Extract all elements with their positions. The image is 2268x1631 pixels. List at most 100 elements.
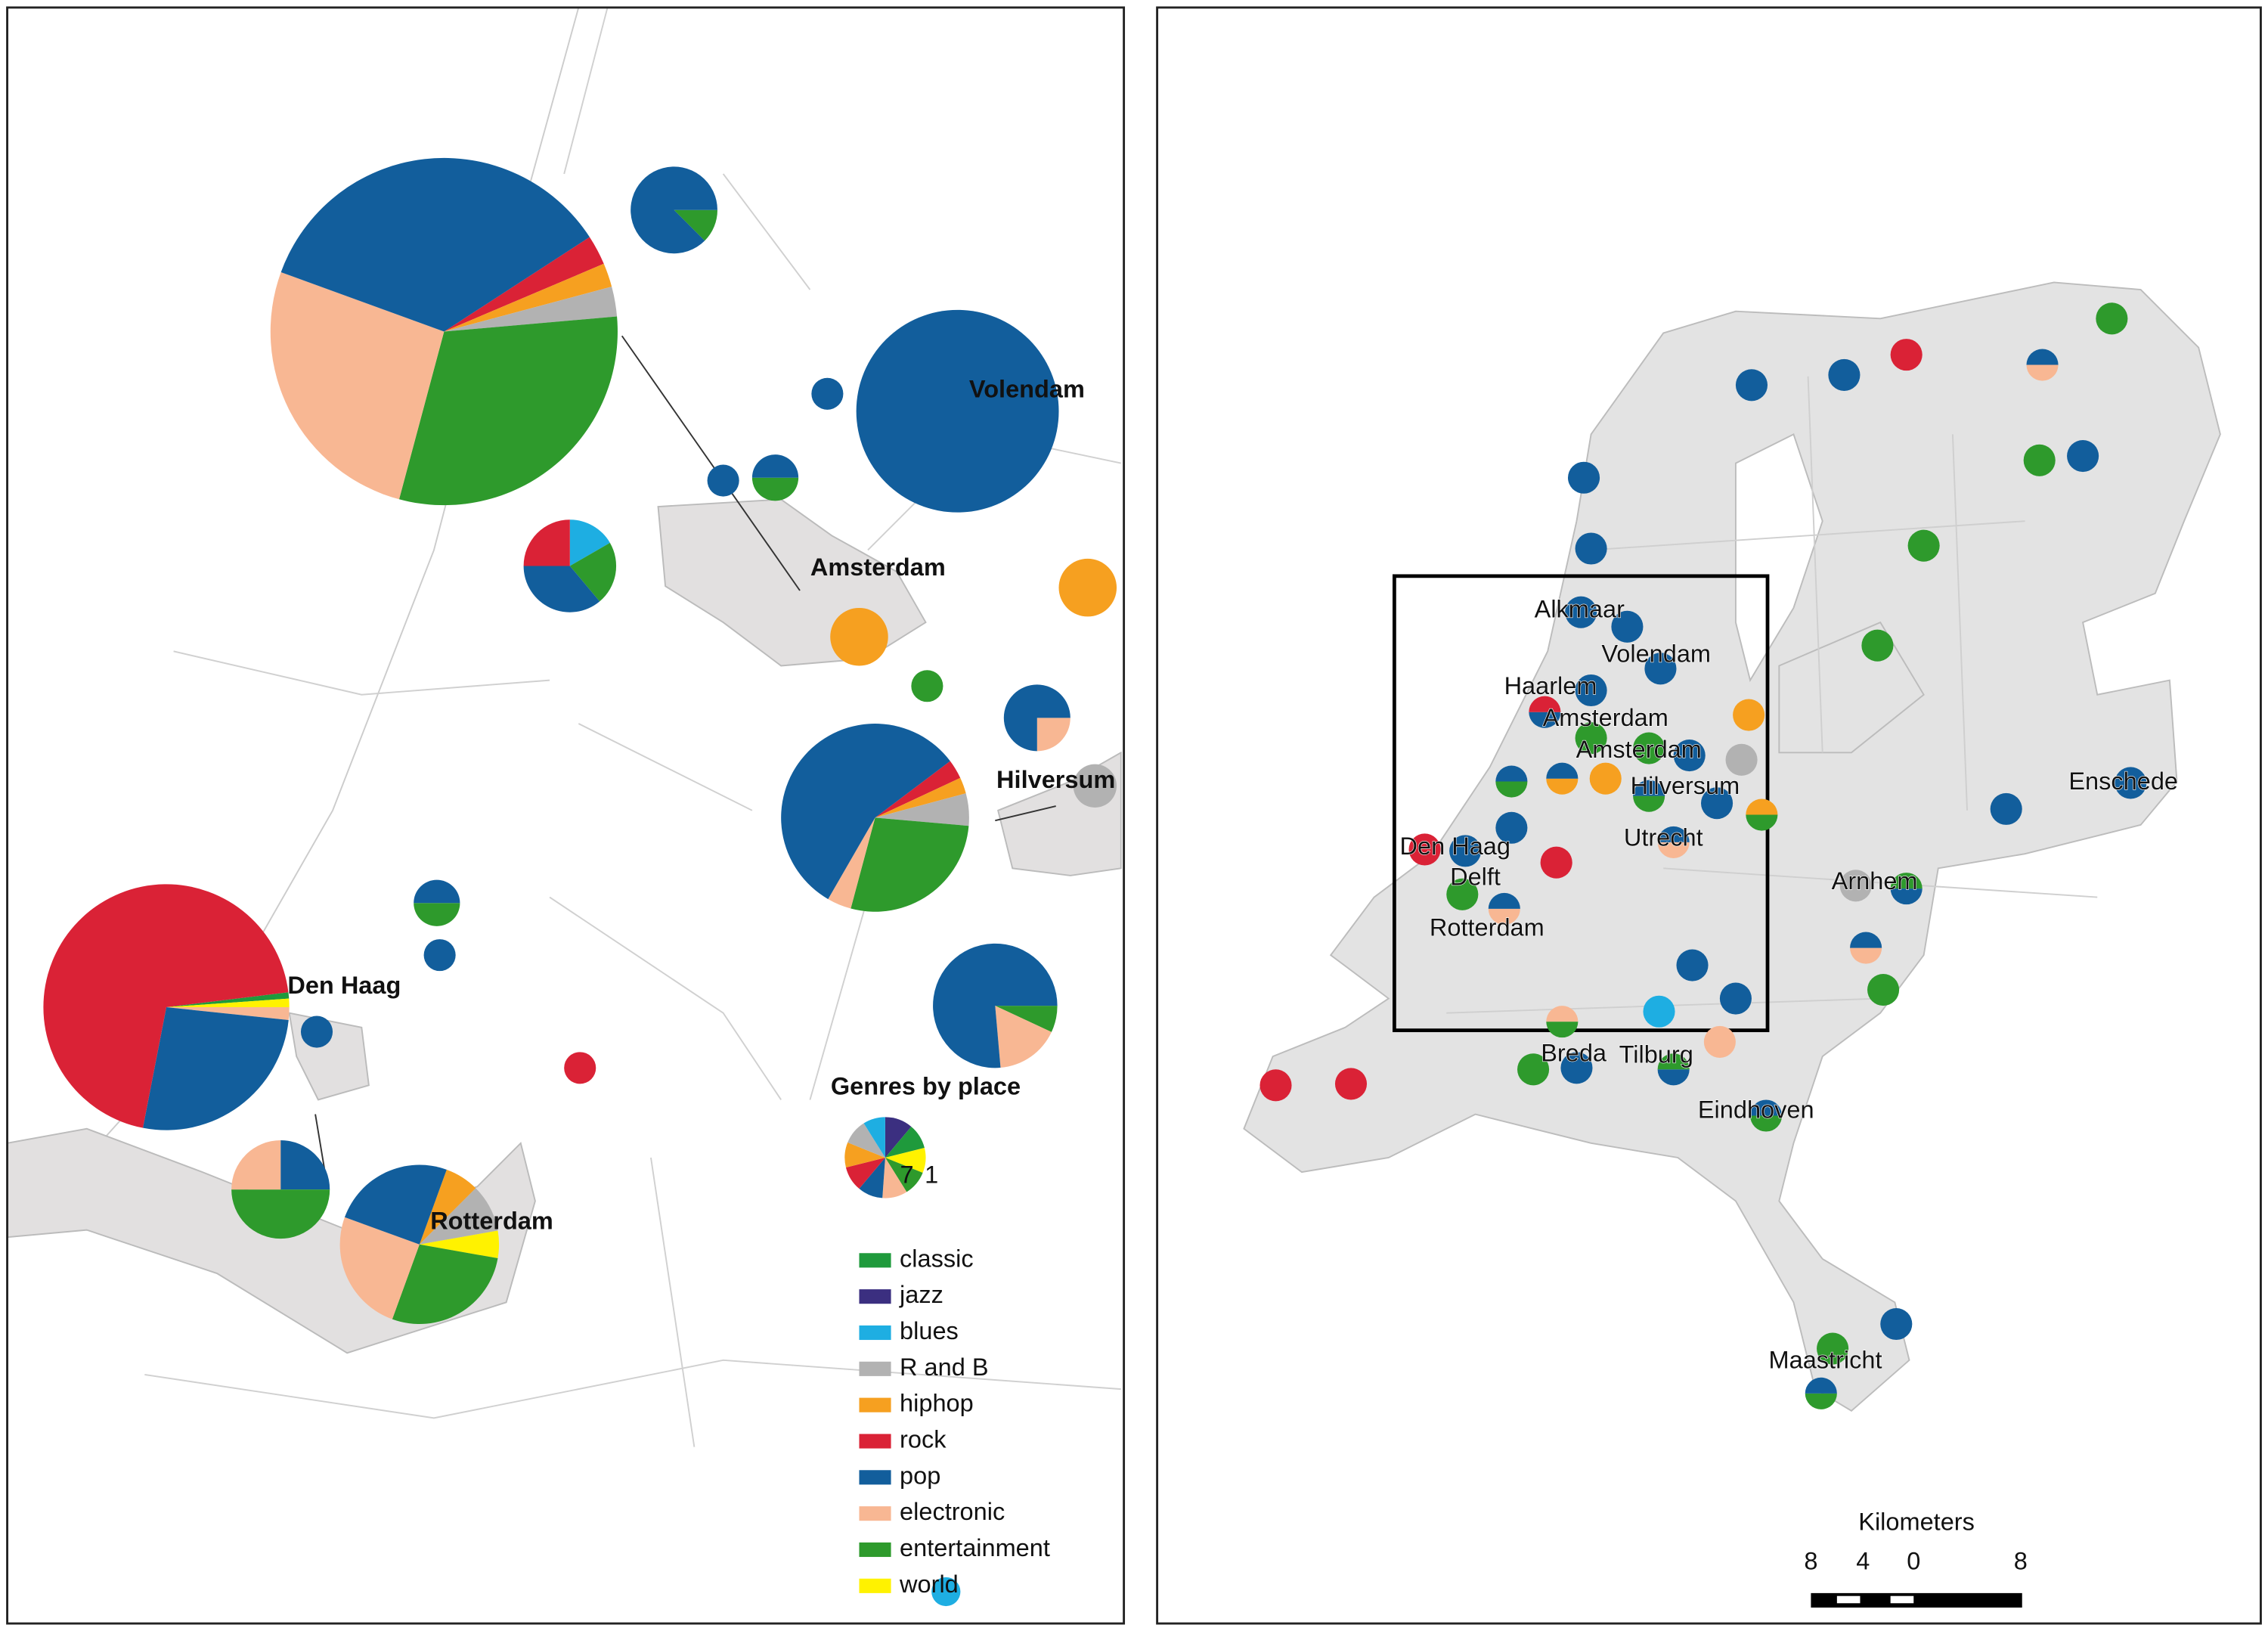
pie-slice [1701, 787, 1734, 820]
pie-label: 1 [925, 1161, 938, 1188]
pie [1560, 1052, 1593, 1084]
legend-swatch [859, 1506, 891, 1521]
pie-slice [300, 1015, 333, 1048]
pie-slice [1805, 1393, 1837, 1409]
scale-label: 8 [2014, 1547, 2028, 1574]
pie-slice [859, 1157, 885, 1198]
pie [1003, 684, 1070, 752]
pie [1817, 1332, 1849, 1365]
legend-label: hiphop [900, 1390, 974, 1417]
pie-label: 7 [900, 1161, 914, 1188]
pie-slice [142, 1007, 289, 1130]
pie [1565, 596, 1597, 628]
pie-slice [1839, 870, 1872, 902]
pie-slice [398, 316, 618, 506]
pie-slice [523, 519, 570, 566]
leader-lines [314, 335, 1056, 1176]
pie-slice [1565, 596, 1597, 628]
pie-slice [1633, 732, 1665, 764]
pie-slice [995, 1006, 1052, 1068]
legend-label: classic [900, 1245, 974, 1272]
legend-swatch [859, 1434, 891, 1449]
place-label: Delft [1450, 863, 1501, 890]
pie-slice [1703, 1025, 1736, 1058]
pie-slice [166, 992, 290, 1008]
legend-swatch [859, 1470, 891, 1485]
legend-swatch [859, 1253, 891, 1268]
pie-slice [1746, 798, 1778, 815]
pie-slice [280, 1140, 330, 1190]
pie-slice [1880, 1307, 1913, 1341]
pie [2096, 302, 2128, 335]
place-label: Arnhem [1832, 867, 1918, 895]
pie-slice [1676, 949, 1709, 981]
place-label: Amsterdam [1543, 704, 1668, 731]
pie-slice [444, 237, 604, 332]
legend-swatch [859, 1361, 891, 1376]
pie [414, 879, 460, 926]
pie-layer [43, 157, 2147, 1607]
place-label: Tilburg [1619, 1041, 1693, 1068]
pie-slice [933, 943, 1058, 1068]
scale-label: 4 [1856, 1547, 1870, 1574]
pie [1546, 762, 1579, 795]
pie-slice [885, 1117, 912, 1158]
pie-slice [280, 157, 590, 332]
pie [1073, 764, 1117, 808]
pie-slice [885, 1126, 925, 1158]
pie [1805, 1377, 1837, 1409]
pie-slice [1861, 629, 1894, 662]
pie [1725, 743, 1758, 776]
pie-slice [1817, 1332, 1849, 1365]
pie-slice [1633, 795, 1665, 812]
pie [270, 157, 618, 506]
pie-slice [419, 1169, 476, 1245]
pie-slice [1567, 461, 1600, 494]
pie [1890, 873, 1923, 905]
pie [1575, 674, 1607, 707]
pie-slice [1058, 558, 1117, 617]
pie-slice [2023, 444, 2056, 476]
pie-slice [830, 607, 888, 666]
pie [1880, 1307, 1913, 1341]
pie-slice [1546, 762, 1579, 779]
pie-slice [564, 1052, 596, 1084]
legend-swatch [859, 1289, 891, 1304]
pie [1495, 765, 1528, 798]
pie-slice [1449, 835, 1482, 867]
pie [830, 607, 888, 666]
pie-slice [751, 454, 799, 478]
pie [1733, 699, 1765, 731]
pie-slice [1517, 1053, 1550, 1086]
pie-slice [1719, 982, 1752, 1015]
pie-slice [523, 566, 600, 612]
pie [1839, 870, 1872, 902]
pie-slice [1657, 826, 1690, 842]
pie [856, 309, 1059, 513]
pie-slice [1546, 1022, 1579, 1038]
pie-slice [2115, 767, 2147, 799]
pie-slice [569, 542, 617, 602]
pie-slice [444, 263, 612, 332]
scale-label: 8 [1804, 1547, 1817, 1574]
pie [1676, 949, 1709, 981]
place-label: Hilversum [996, 766, 1115, 793]
pie-slice [847, 1123, 885, 1158]
legend-swatch [859, 1325, 891, 1341]
pie-slice [1750, 1099, 1783, 1116]
pie-slice [931, 1577, 961, 1607]
pie [1867, 974, 1900, 1006]
pie-slice [166, 1007, 290, 1021]
pie-slice [1657, 842, 1690, 858]
pie [1540, 846, 1572, 879]
pie-slice [414, 903, 460, 926]
pie-slice [856, 309, 1059, 513]
pie-slice [1529, 712, 1561, 728]
pie-slice [1633, 780, 1665, 796]
pie [1334, 1068, 1368, 1100]
pie [1567, 461, 1600, 494]
pie [1643, 995, 1675, 1028]
pie [1633, 732, 1665, 764]
scale-title: Kilometers [1858, 1509, 1975, 1536]
pie [2067, 440, 2099, 473]
